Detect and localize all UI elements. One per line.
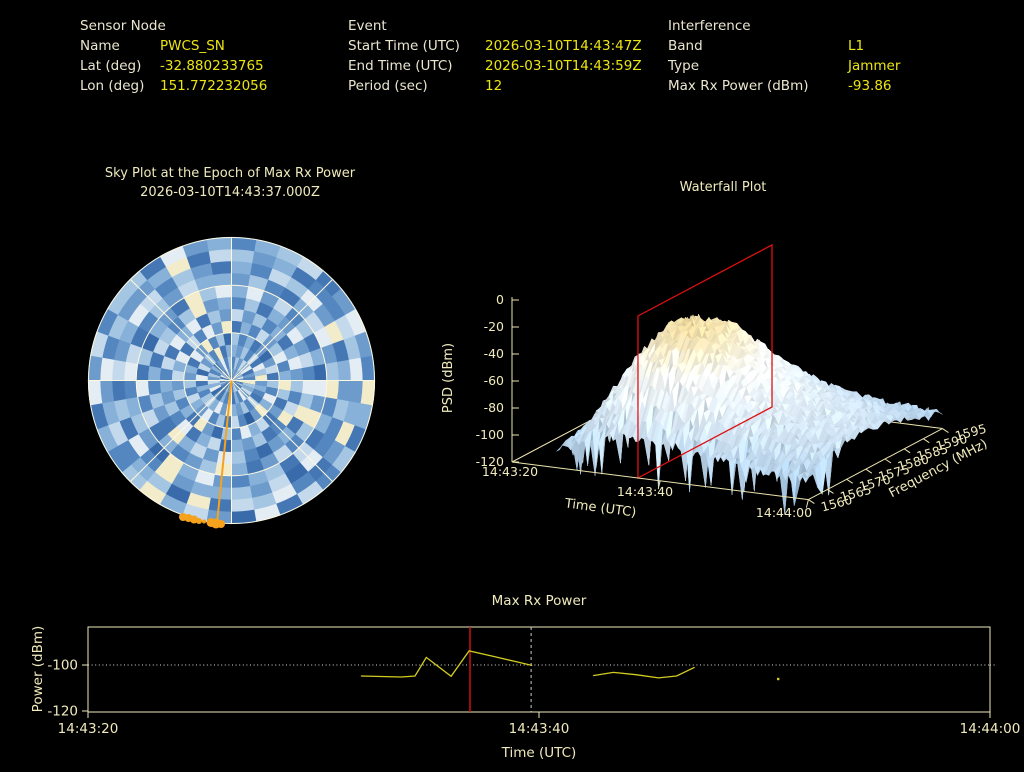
z-tick-label: -80 (484, 400, 504, 415)
time-tick-label: 14:44:00 (756, 505, 812, 520)
x-tick-label: 14:43:40 (509, 721, 570, 737)
z-tick-label: -40 (484, 346, 504, 361)
field-label: Name (80, 36, 160, 56)
sensor-lat-row: Lat (deg) -32.880233765 (80, 56, 267, 76)
waterfall-z-axis (512, 297, 519, 462)
sensor-node-column: Sensor Node Name PWCS_SN Lat (deg) -32.8… (80, 16, 267, 96)
psd-axis-label: PSD (dBm) (441, 343, 456, 413)
field-value: 2026-03-10T14:43:47Z (485, 36, 642, 56)
time-tick-label: 14:43:20 (482, 464, 538, 479)
event-start-row: Start Time (UTC) 2026-03-10T14:43:47Z (348, 36, 642, 56)
field-label: Period (sec) (348, 76, 485, 96)
field-label: Lat (deg) (80, 56, 160, 76)
field-label: Band (668, 36, 848, 56)
sensor-node-title: Sensor Node (80, 16, 267, 36)
sensor-lon-row: Lon (deg) 151.772232056 (80, 76, 267, 96)
power-axis-label: Power (dBm) (30, 626, 46, 713)
field-value: Jammer (848, 56, 900, 76)
interference-maxrx-row: Max Rx Power (dBm) -93.86 (668, 76, 900, 96)
event-column: Event Start Time (UTC) 2026-03-10T14:43:… (348, 16, 642, 96)
field-value: 151.772232056 (160, 76, 267, 96)
time-tick-label: 14:43:40 (617, 484, 673, 499)
waterfall-svg: 0-20-40-60-80-100-12014:43:2014:43:4014:… (430, 195, 1024, 545)
sky-plot (58, 227, 418, 537)
x-tick-label: 14:44:00 (960, 721, 1021, 737)
z-tick-label: -100 (476, 427, 504, 442)
field-value: PWCS_SN (160, 36, 225, 56)
field-value: L1 (848, 36, 864, 56)
sky-plot-svg (58, 227, 418, 537)
power-series (361, 651, 780, 680)
field-label: Max Rx Power (dBm) (668, 76, 848, 96)
x-tick-label: 14:43:20 (58, 721, 119, 737)
field-label: Start Time (UTC) (348, 36, 485, 56)
event-period-row: Period (sec) 12 (348, 76, 642, 96)
interference-band-row: Band L1 (668, 36, 900, 56)
sky-plot-title-line1: Sky Plot at the Epoch of Max Rx Power (60, 164, 400, 183)
field-label: End Time (UTC) (348, 56, 485, 76)
y-tick-label: -120 (47, 704, 78, 720)
power-ticks (82, 665, 990, 718)
time-axis-label: Time (UTC) (563, 496, 637, 520)
field-value: -32.880233765 (160, 56, 264, 76)
section-title: Event (348, 16, 387, 36)
sky-plot-title: Sky Plot at the Epoch of Max Rx Power 20… (60, 164, 400, 202)
field-label: Type (668, 56, 848, 76)
field-value: 12 (485, 76, 502, 96)
z-tick-label: -20 (484, 319, 504, 334)
field-value: -93.86 (848, 76, 892, 96)
z-tick-label: -60 (484, 373, 504, 388)
y-tick-label: -100 (47, 658, 78, 674)
section-title: Interference (668, 16, 751, 36)
field-value: 2026-03-10T14:43:59Z (485, 56, 642, 76)
power-chart-title: Max Rx Power (492, 593, 587, 609)
sky-plot-title-line2: 2026-03-10T14:43:37.000Z (60, 183, 400, 202)
time-axis-label: Time (UTC) (501, 745, 577, 761)
interference-column: Interference Band L1 Type Jammer Max Rx … (668, 16, 900, 96)
interference-type-row: Type Jammer (668, 56, 900, 76)
section-title: Sensor Node (80, 16, 166, 36)
power-plot-box (88, 627, 990, 712)
field-label: Lon (deg) (80, 76, 160, 96)
z-tick-label: 0 (496, 292, 504, 307)
event-end-row: End Time (UTC) 2026-03-10T14:43:59Z (348, 56, 642, 76)
isolated-sample-point (777, 678, 779, 680)
sensor-name-row: Name PWCS_SN (80, 36, 267, 56)
interference-title: Interference (668, 16, 900, 36)
event-title: Event (348, 16, 642, 36)
